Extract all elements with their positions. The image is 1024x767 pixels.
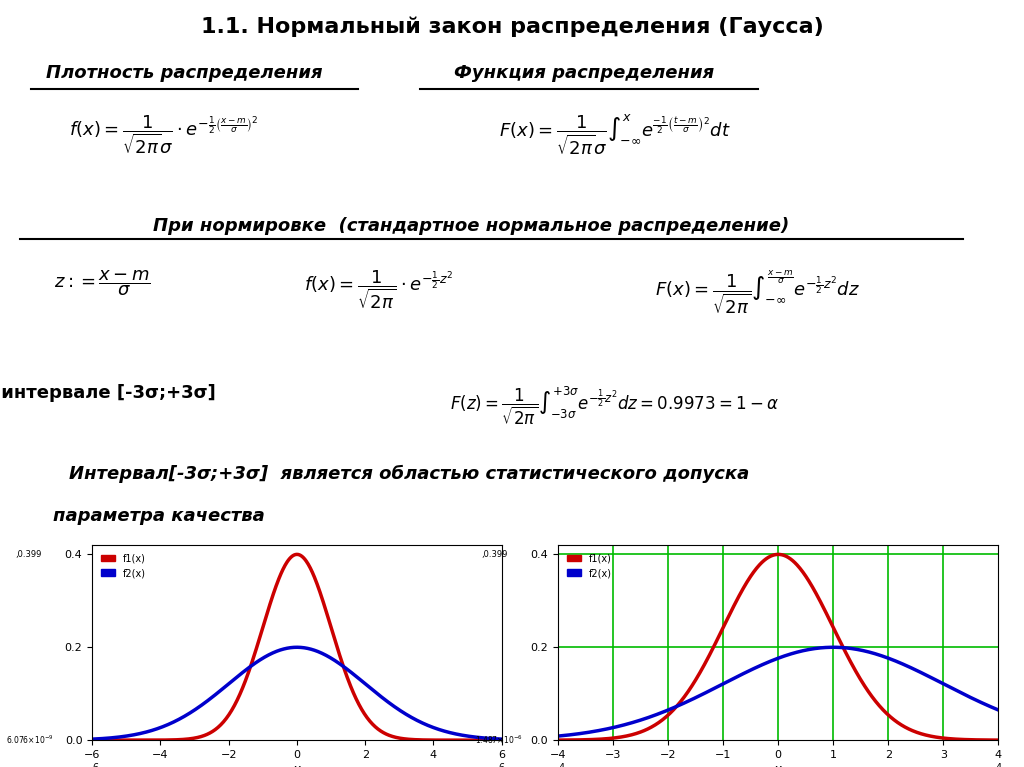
Text: $z := \dfrac{x-m}{\sigma}$: $z := \dfrac{x-m}{\sigma}$ bbox=[54, 268, 151, 298]
X-axis label: x: x bbox=[293, 762, 301, 767]
X-axis label: x: x bbox=[774, 762, 782, 767]
Text: $1.487{\times}10^{-6}$: $1.487{\times}10^{-6}$ bbox=[475, 734, 522, 746]
Text: $-4$: $-4$ bbox=[550, 761, 566, 767]
Text: $-6$: $-6$ bbox=[84, 761, 100, 767]
Legend: f1(x), f2(x): f1(x), f2(x) bbox=[563, 549, 616, 582]
Text: $f(x) = \dfrac{1}{\sqrt{2\pi}\sigma}\cdot e^{-\frac{1}{2}\left(\frac{x-m}{\sigma: $f(x) = \dfrac{1}{\sqrt{2\pi}\sigma}\cdo… bbox=[69, 113, 259, 156]
Text: ,0.399: ,0.399 bbox=[15, 550, 42, 559]
Text: При нормировке  (стандартное нормальное распределение): При нормировке (стандартное нормальное р… bbox=[153, 218, 790, 235]
Text: На интервале [-3σ;+3σ]: На интервале [-3σ;+3σ] bbox=[0, 384, 216, 402]
Text: $6$: $6$ bbox=[498, 761, 506, 767]
Text: $f(x) = \dfrac{1}{\sqrt{2\pi}}\cdot e^{-\frac{1}{2}z^2}$: $f(x) = \dfrac{1}{\sqrt{2\pi}}\cdot e^{-… bbox=[304, 268, 454, 311]
Text: Интервал[-3σ;+3σ]  является областью статистического допуска: Интервал[-3σ;+3σ] является областью стат… bbox=[70, 464, 750, 482]
Text: параметра качества: параметра качества bbox=[53, 508, 264, 525]
Text: $F(z) = \dfrac{1}{\sqrt{2\pi}}\int_{-3\sigma}^{+3\sigma}e^{-\frac{1}{2}z^2}dz = : $F(z) = \dfrac{1}{\sqrt{2\pi}}\int_{-3\s… bbox=[450, 384, 779, 426]
Text: Функция распределения: Функция распределения bbox=[454, 64, 714, 82]
Text: $4$: $4$ bbox=[994, 761, 1002, 767]
Text: ,0.399: ,0.399 bbox=[481, 550, 508, 559]
Text: $F(x) = \dfrac{1}{\sqrt{2\pi}\sigma}\int_{-\infty}^{x}e^{\frac{-1}{2}\left(\frac: $F(x) = \dfrac{1}{\sqrt{2\pi}\sigma}\int… bbox=[499, 113, 730, 157]
Legend: f1(x), f2(x): f1(x), f2(x) bbox=[97, 549, 151, 582]
Text: $6.076{\times}10^{-9}$: $6.076{\times}10^{-9}$ bbox=[6, 734, 53, 746]
Text: 1.1. Нормальный закон распределения (Гаусса): 1.1. Нормальный закон распределения (Гау… bbox=[201, 16, 823, 37]
Text: Плотность распределения: Плотность распределения bbox=[46, 64, 323, 82]
Text: $F(x) = \dfrac{1}{\sqrt{2\pi}}\int_{-\infty}^{\frac{x-m}{\sigma}} e^{-\frac{1}{2: $F(x) = \dfrac{1}{\sqrt{2\pi}}\int_{-\in… bbox=[655, 268, 860, 316]
